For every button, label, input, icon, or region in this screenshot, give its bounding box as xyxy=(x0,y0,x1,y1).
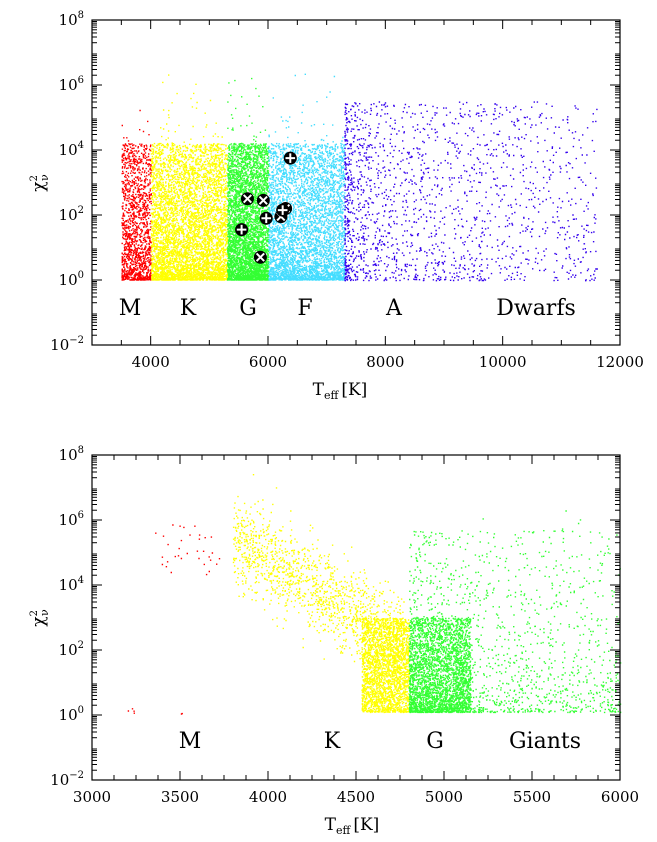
top-x-tick-label: 4000 xyxy=(132,353,170,371)
bottom-ylabel-chi: χ xyxy=(29,616,49,626)
top-series-k-points xyxy=(150,74,229,281)
top-y-tick-label: 104 xyxy=(59,140,84,159)
bottom-series-k-points xyxy=(232,474,411,714)
top-x-axis-label: Teff [K] xyxy=(313,380,368,402)
bottom-y-axis-label: χ2ν xyxy=(29,609,51,627)
bottom-series-g-points xyxy=(408,510,622,714)
bottom-y-tick-label: 102 xyxy=(59,640,84,659)
top-x-tick-label: 6000 xyxy=(249,353,287,371)
top-label-g: G xyxy=(239,296,257,321)
top-label-k: K xyxy=(180,296,197,321)
bottom-label-g: G xyxy=(426,729,444,754)
bottom-axis-ticks: 3000 3500 4000 4500 5000 5500 6000 10−2 100 102 10… xyxy=(50,445,639,806)
top-x-tick-label: 8000 xyxy=(366,353,404,371)
highlight-marker-cross xyxy=(256,193,270,207)
bottom-x-tick-label: 5000 xyxy=(425,788,463,806)
bottom-xlabel-unit: [K] xyxy=(353,815,379,835)
panel-giants: 3000 3500 4000 4500 5000 5500 6000 10−2 100 102 10… xyxy=(29,445,639,837)
top-series-g-points xyxy=(226,77,270,281)
top-y-tick-label: 108 xyxy=(59,10,84,29)
bottom-y-tick-label: 108 xyxy=(59,445,84,464)
bottom-label-k: K xyxy=(324,729,341,754)
bottom-x-tick-label: 3500 xyxy=(161,788,199,806)
bottom-annotation-giants: Giants xyxy=(509,729,581,754)
top-x-tick-label: 10000 xyxy=(479,353,527,371)
top-highlight-markers xyxy=(235,151,297,264)
top-ylabel-sup: 2 xyxy=(29,175,40,181)
bottom-ylabel-sup: 2 xyxy=(29,610,40,616)
top-x-tick-label: 12000 xyxy=(596,353,644,371)
bottom-ylabel-sub: ν xyxy=(38,609,51,616)
bottom-xlabel-t: T xyxy=(325,815,337,835)
top-series-f-points xyxy=(268,73,346,281)
highlight-marker-plus xyxy=(235,223,249,237)
top-y-axis-label: χ2ν xyxy=(29,174,51,192)
top-y-tick-label: 100 xyxy=(59,270,84,289)
bottom-x-tick-label: 5500 xyxy=(513,788,551,806)
bottom-x-tick-label: 3000 xyxy=(73,788,111,806)
top-axis-ticks: 4000 6000 8000 10000 12000 10−2 100 102 104 106 10… xyxy=(50,10,644,371)
top-label-m: M xyxy=(119,296,142,321)
bottom-x-tick-label: 4000 xyxy=(249,788,287,806)
top-y-tick-label: 106 xyxy=(59,75,84,94)
bottom-x-axis-label: Teff [K] xyxy=(325,815,380,837)
top-series-m-points xyxy=(121,109,153,281)
bottom-x-tick-label: 4500 xyxy=(337,788,375,806)
top-series-a-points xyxy=(344,101,598,282)
top-xlabel-t: T xyxy=(313,380,325,400)
top-scatter-points xyxy=(121,73,598,282)
panel-dwarfs: 4000 6000 8000 10000 12000 10−2 100 102 104 106 10… xyxy=(29,10,644,402)
top-xlabel-sub: eff xyxy=(324,389,340,402)
top-ylabel-sub: ν xyxy=(38,174,51,181)
bottom-y-tick-label: 100 xyxy=(59,705,84,724)
bottom-x-tick-label: 6000 xyxy=(601,788,639,806)
top-y-tick-label: 102 xyxy=(59,205,84,224)
bottom-y-tick-label: 106 xyxy=(59,510,84,529)
top-ylabel-chi: χ xyxy=(29,181,49,191)
highlight-marker-plus xyxy=(276,203,290,217)
top-xlabel-unit: [K] xyxy=(341,380,367,400)
bottom-label-m: M xyxy=(179,729,202,754)
highlight-marker-plus xyxy=(259,211,273,225)
highlight-marker-plus xyxy=(283,151,297,165)
bottom-series-m-points xyxy=(127,524,221,715)
top-label-a: A xyxy=(385,296,403,321)
bottom-y-tick-label: 104 xyxy=(59,575,84,594)
top-annotation-dwarfs: Dwarfs xyxy=(496,296,576,321)
top-label-f: F xyxy=(297,296,312,321)
top-y-tick-label: 10−2 xyxy=(50,335,84,354)
bottom-xlabel-sub: eff xyxy=(336,824,352,837)
bottom-scatter-points xyxy=(127,474,622,715)
highlight-marker-cross xyxy=(240,192,254,206)
bottom-y-tick-label: 10−2 xyxy=(50,770,84,789)
highlight-marker-cross xyxy=(253,250,267,264)
